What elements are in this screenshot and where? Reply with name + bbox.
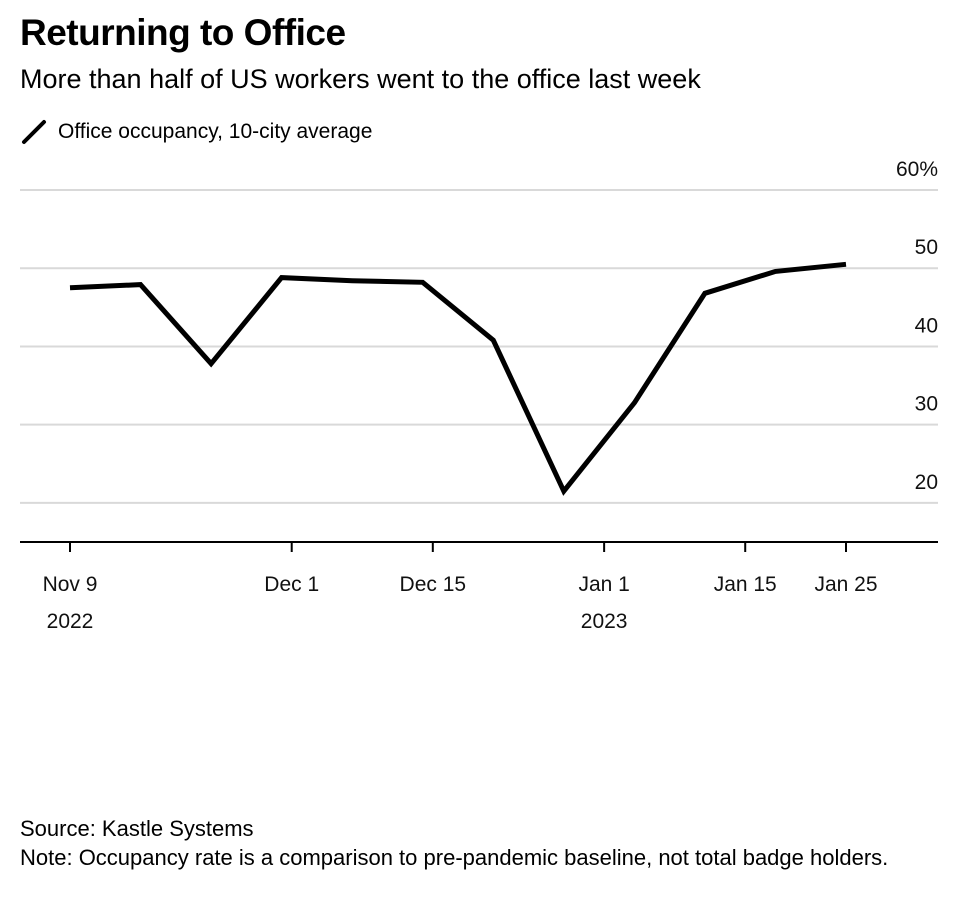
y-tick-label-50: 50	[915, 236, 938, 259]
footnote: Note: Occupancy rate is a comparison to …	[20, 845, 889, 870]
x-tick-label-0: Nov 9	[43, 573, 98, 596]
data-point-2023-01-25	[843, 261, 849, 267]
x-tick-label-2: Dec 15	[400, 573, 467, 596]
x-tick-label-5: Jan 25	[814, 573, 877, 596]
data-point-2022-12-14	[420, 279, 426, 285]
data-point-2022-12-07	[349, 278, 355, 284]
chart-title: Returning to Office	[20, 12, 346, 53]
grid-lines	[20, 189, 938, 504]
x-axis-ticks: Nov 9 2022 Dec 1 Dec 15 Jan 1 2023 Jan 15 Jan 2…	[43, 542, 878, 633]
y-tick-label-30: 30	[915, 393, 938, 416]
footer: Source: Kastle Systems Note: Occupancy r…	[20, 814, 940, 872]
x-tick-label-4: Jan 15	[714, 573, 777, 596]
series-line-office-occupancy	[69, 261, 847, 496]
data-points	[67, 261, 849, 494]
x-tick-sublabel-0: 2022	[47, 610, 94, 633]
data-point-2023-01-11	[702, 290, 708, 296]
x-tick-label-1: Dec 1	[264, 573, 319, 596]
legend-label: Office occupancy, 10-city average	[58, 120, 373, 143]
data-point-2022-11-30	[279, 275, 285, 281]
y-tick-label-20: 20	[915, 471, 938, 494]
y-tick-label-40: 40	[915, 314, 938, 337]
data-point-2023-01-18	[772, 268, 778, 274]
data-point-2022-11-09	[67, 285, 73, 291]
data-point-2023-01-04	[631, 400, 637, 406]
line-chart: 60% 50 40 30 20 Nov 9 2022 Dec 1 Dec 15 Jan 1 202…	[20, 158, 938, 633]
data-point-2022-11-16	[138, 282, 144, 288]
legend-line-icon	[22, 120, 46, 144]
data-point-2022-12-28	[561, 488, 567, 494]
legend: Office occupancy, 10-city average	[20, 118, 372, 146]
data-point-2022-12-21	[490, 337, 496, 343]
source-note: Source: Kastle Systems	[20, 816, 254, 841]
chart-subtitle: More than half of US workers went to the…	[20, 64, 701, 94]
y-tick-label-60: 60%	[896, 158, 938, 181]
y-axis-labels: 60% 50 40 30 20	[896, 158, 938, 494]
data-point-2022-11-23	[208, 361, 214, 367]
x-tick-sublabel-3: 2023	[581, 610, 628, 633]
x-tick-label-3: Jan 1	[578, 573, 629, 596]
